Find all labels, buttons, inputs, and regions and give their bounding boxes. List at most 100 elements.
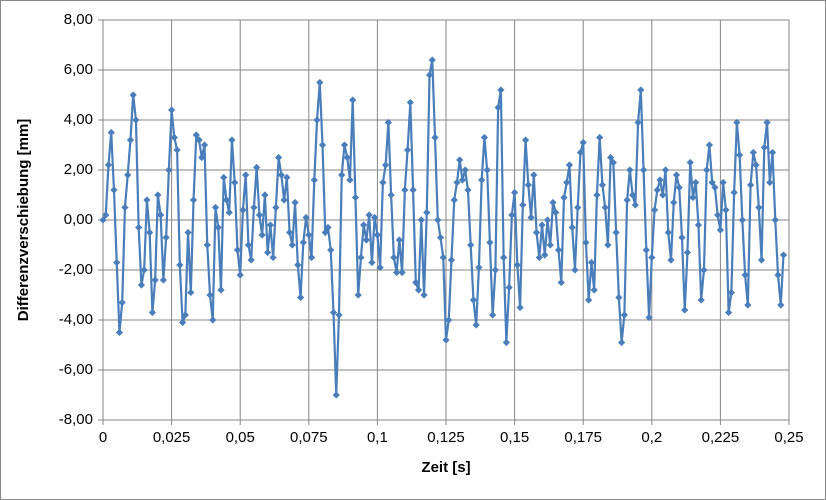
data-point	[694, 221, 703, 229]
data-point	[598, 181, 607, 189]
data-point	[450, 196, 458, 204]
data-point	[491, 266, 499, 274]
data-point	[395, 236, 403, 244]
data-point	[151, 276, 159, 284]
data-point	[736, 151, 744, 159]
data-point	[228, 136, 236, 144]
data-point	[560, 193, 568, 202]
data-point	[705, 141, 714, 149]
data-point	[275, 153, 283, 162]
data-point	[453, 178, 461, 187]
data-point	[757, 256, 766, 264]
data-point	[327, 246, 335, 254]
data-point	[779, 251, 788, 259]
data-point	[110, 186, 118, 194]
data-point	[692, 178, 700, 187]
data-point	[639, 166, 648, 174]
data-point	[431, 133, 439, 142]
data-point	[360, 221, 368, 229]
data-point	[478, 176, 486, 184]
data-point	[417, 216, 425, 224]
data-point	[187, 288, 195, 297]
data-point	[637, 86, 645, 94]
data-point	[760, 143, 768, 152]
data-point	[472, 321, 480, 329]
data-point	[373, 231, 381, 239]
data-point	[461, 166, 469, 174]
data-point	[115, 328, 124, 337]
data-point	[414, 286, 423, 294]
data-point	[401, 186, 409, 194]
data-point	[102, 211, 110, 219]
data-point	[741, 271, 749, 279]
data-point	[217, 286, 225, 294]
data-point	[571, 266, 579, 274]
data-point	[357, 253, 365, 262]
data-point	[585, 296, 593, 304]
y-tick-label: 4,00	[64, 111, 93, 128]
data-point	[681, 306, 689, 314]
y-tick-label: 6,00	[64, 61, 93, 78]
data-point	[678, 233, 686, 242]
data-point	[264, 248, 272, 257]
data-point	[483, 166, 491, 174]
data-point	[354, 291, 362, 299]
data-point	[445, 316, 453, 324]
data-point	[192, 131, 200, 139]
data-point	[137, 281, 146, 289]
data-point	[365, 211, 373, 219]
data-point	[516, 303, 524, 312]
data-point	[672, 171, 681, 179]
data-point	[324, 223, 332, 232]
data-point	[650, 206, 659, 214]
data-point	[436, 233, 445, 242]
data-point	[659, 191, 667, 199]
data-point	[244, 241, 253, 249]
data-point	[711, 183, 719, 192]
data-point	[253, 163, 261, 172]
x-tick-label: 0,075	[290, 429, 328, 446]
data-point	[390, 253, 398, 262]
x-tick-label: 0,2	[641, 429, 662, 446]
data-point	[746, 181, 755, 189]
data-point	[480, 133, 489, 142]
data-point	[135, 223, 143, 232]
data-point	[242, 171, 250, 179]
data-point	[546, 241, 554, 249]
data-point	[313, 116, 321, 124]
data-point	[140, 266, 148, 274]
data-point	[222, 196, 231, 204]
data-point	[719, 178, 727, 187]
data-point	[777, 301, 785, 309]
data-point	[335, 311, 343, 319]
data-point	[261, 191, 269, 199]
y-tick-label: 0,00	[64, 211, 93, 228]
data-point	[565, 161, 574, 169]
data-point	[409, 186, 417, 194]
data-point	[162, 233, 170, 242]
data-point	[642, 246, 650, 254]
data-point	[220, 173, 228, 182]
data-point	[579, 138, 587, 147]
data-point	[233, 246, 242, 254]
x-tick-label: 0,1	[367, 429, 388, 446]
x-tick-label: 0,125	[427, 429, 465, 446]
data-point	[530, 171, 538, 179]
data-point	[593, 191, 601, 199]
data-point	[738, 216, 746, 224]
data-point	[239, 206, 247, 214]
data-point	[143, 196, 151, 204]
data-point	[557, 278, 565, 287]
y-tick-label: -6,00	[59, 361, 93, 378]
data-point	[379, 178, 387, 187]
data-point	[305, 231, 313, 239]
data-point	[645, 313, 653, 322]
data-point	[587, 258, 596, 267]
data-point	[338, 171, 346, 179]
data-point	[766, 178, 774, 187]
data-point	[582, 238, 590, 247]
y-tick-label: -4,00	[59, 311, 93, 328]
y-tick-label: 2,00	[64, 161, 93, 178]
data-point	[725, 308, 733, 317]
